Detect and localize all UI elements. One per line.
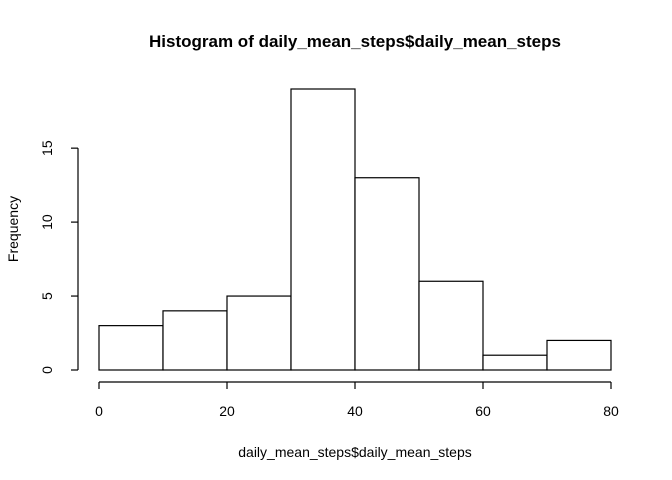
x-tick-label: 40 <box>347 403 363 419</box>
y-tick-label: 5 <box>39 292 55 300</box>
histogram-bar-4 <box>354 177 420 371</box>
x-tick-label: 60 <box>475 403 491 419</box>
histogram-bar-1 <box>162 310 228 371</box>
y-tick-label: 15 <box>39 140 55 156</box>
x-tick-label: 80 <box>603 403 619 419</box>
x-axis-label: daily_mean_steps$daily_mean_steps <box>238 444 471 460</box>
y-axis-label: Frequency <box>5 196 21 262</box>
bars-group <box>98 88 612 371</box>
y-tick-label: 0 <box>39 366 55 374</box>
histogram-bar-5 <box>418 280 484 371</box>
chart-title: Histogram of daily_mean_steps$daily_mean… <box>149 32 561 51</box>
x-tick-label: 0 <box>95 403 103 419</box>
histogram-bar-6 <box>482 354 548 371</box>
histogram-bar-7 <box>546 339 612 371</box>
x-tick-label: 20 <box>219 403 235 419</box>
histogram-bar-2 <box>226 295 292 371</box>
y-axis: 0 5 10 15 <box>39 140 79 374</box>
histogram-bar-3 <box>290 88 356 371</box>
y-tick-label: 10 <box>39 214 55 230</box>
histogram-bar-0 <box>98 325 164 371</box>
x-axis: 0 20 40 60 80 <box>95 381 619 419</box>
